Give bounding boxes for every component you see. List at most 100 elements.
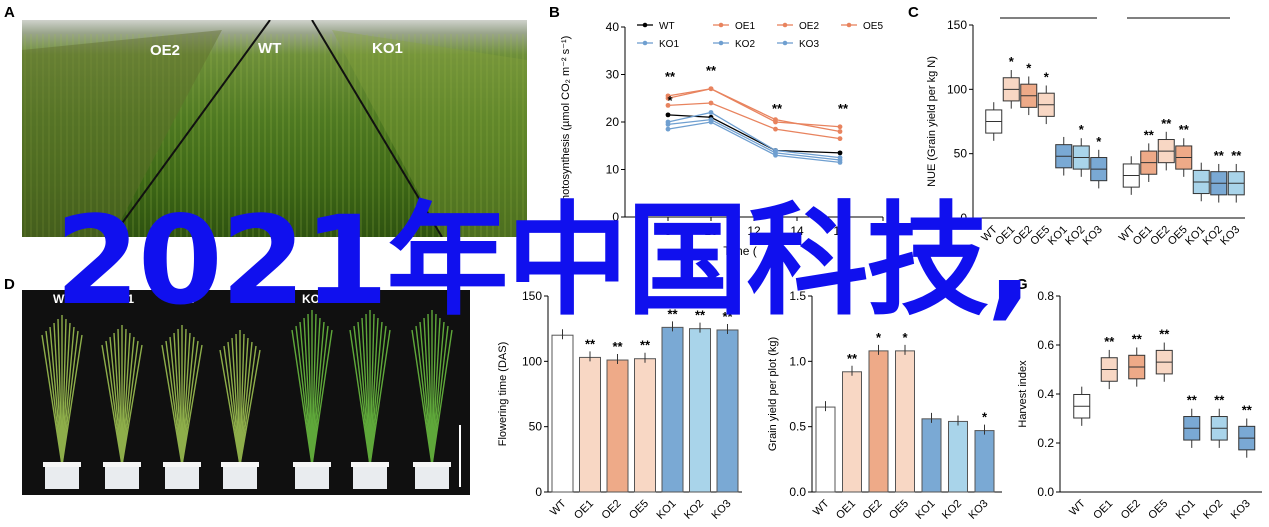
plant-leaf: [121, 332, 131, 466]
panel-label-b: B: [549, 4, 560, 21]
plant-leaf: [181, 332, 191, 466]
photo-label-wt: WT: [258, 40, 282, 57]
plant-pot-rim: [221, 462, 259, 467]
significance-mark: *: [876, 330, 882, 345]
legend-marker: [782, 40, 788, 46]
bar-ko3: [974, 430, 995, 493]
significance-mark: **: [585, 336, 596, 351]
x-tick-label: 16: [833, 224, 847, 238]
significance-mark: **: [1144, 127, 1155, 142]
plant-leaf: [311, 329, 333, 466]
x-tick-label: KO3: [1229, 498, 1253, 522]
plant-leaf: [181, 336, 195, 466]
y-tick-label: 50: [954, 147, 968, 161]
y-tick-label: 30: [606, 68, 620, 82]
plant-leaf: [291, 329, 313, 466]
y-tick-label: 0.8: [1037, 289, 1054, 303]
y-tick-label: 0: [612, 210, 619, 224]
plant-leaf: [165, 340, 183, 466]
plant-leaf: [369, 313, 375, 466]
legend-marker: [642, 40, 648, 46]
plant-leaf: [105, 340, 123, 466]
plant-pot-rim: [43, 462, 81, 467]
data-point: [665, 126, 671, 132]
plant-leaf: [295, 325, 313, 466]
bar-oe5: [895, 350, 915, 493]
plant-leaf: [109, 336, 123, 466]
significance-mark: **: [640, 338, 651, 353]
x-tick-label: KO3: [1218, 224, 1242, 248]
data-point: [773, 152, 778, 158]
legend-label: OE5: [863, 21, 883, 32]
plant-leaf: [41, 334, 63, 466]
x-tick-label: KO1: [1174, 498, 1198, 522]
data-point: [708, 119, 714, 125]
chart-g-harvest-index: 0.0 0.2 0.4 0.6 0.8 Harvest index WT ** OE1 ** OE2…: [1017, 289, 1262, 522]
bar-oe1: [842, 371, 862, 493]
x-tick-label: OE2: [1119, 498, 1143, 522]
chart-f-grain-yield: 0.0 0.5 1.0 1.5 Grain yield per plot (kg) WT *…: [767, 289, 1002, 522]
legend-label: OE2: [799, 21, 819, 32]
box-ko3: [1238, 418, 1256, 458]
box-oe2: [1128, 347, 1146, 387]
data-point: [708, 86, 714, 92]
x-tick-label: 12: [747, 224, 761, 238]
significance-mark: **: [706, 63, 717, 78]
plant-leaf: [411, 329, 433, 466]
plant-leaf: [61, 318, 67, 466]
y-tick-label: 150: [947, 18, 967, 32]
x-tick-label: OE2: [600, 498, 624, 522]
legend-marker: [782, 22, 788, 28]
significance-mark: **: [772, 101, 783, 116]
significance-mark: **: [1132, 331, 1143, 346]
plant-leaf: [431, 329, 453, 466]
box-oe2: [1020, 76, 1038, 116]
plant: [291, 310, 333, 489]
box-ko1: [1183, 408, 1201, 448]
bar-oe2: [868, 350, 889, 493]
photo-d-label-oe1: OE1: [110, 292, 135, 306]
y-tick-label: 0.5: [789, 420, 806, 434]
x-axis-label: Time (: [723, 244, 757, 258]
legend-label: KO1: [659, 39, 679, 50]
box-ko2: [1210, 408, 1228, 448]
bar-wt: [815, 406, 836, 493]
significance-mark: *: [982, 410, 988, 425]
box-oe2: [1157, 131, 1175, 171]
plant: [349, 310, 391, 489]
plant-pot-rim: [163, 462, 201, 467]
x-tick-label: OE1: [572, 498, 596, 522]
plant-leaf: [239, 345, 257, 466]
plant: [161, 325, 203, 489]
plant-leaf: [121, 340, 139, 466]
plant-leaf: [181, 328, 187, 466]
significance-mark: **: [838, 101, 849, 116]
legend-label: KO3: [799, 39, 819, 50]
plant-leaf: [369, 321, 383, 466]
x-tick-label: 10: [704, 224, 718, 238]
plant-leaf: [239, 341, 253, 466]
series-line-ko2: [667, 121, 841, 164]
series-line-oe5: [667, 102, 841, 140]
x-tick-label: KO2: [1201, 498, 1225, 522]
significance-mark: *: [1026, 60, 1032, 75]
significance-mark: **: [612, 339, 623, 354]
photo-label-oe2: OE2: [150, 42, 181, 59]
bar-wt: [551, 334, 574, 493]
data-point: [773, 148, 778, 153]
box-wt: [985, 102, 1003, 141]
series-line-wt: [667, 114, 841, 154]
plant: [411, 310, 453, 489]
data-point: [665, 119, 671, 125]
data-point: [665, 93, 671, 99]
data-point: [837, 155, 843, 161]
y-tick-label: 0: [960, 211, 967, 225]
plant-pot: [415, 465, 449, 489]
x-tick-label: OE5: [1146, 498, 1170, 522]
photo-d-label-ko1: KO1: [302, 292, 327, 306]
significance-mark: **: [667, 306, 678, 321]
x-tick-label: KO3: [967, 498, 991, 522]
significance-mark: **: [1187, 393, 1198, 408]
box-oe1: [1140, 143, 1158, 182]
